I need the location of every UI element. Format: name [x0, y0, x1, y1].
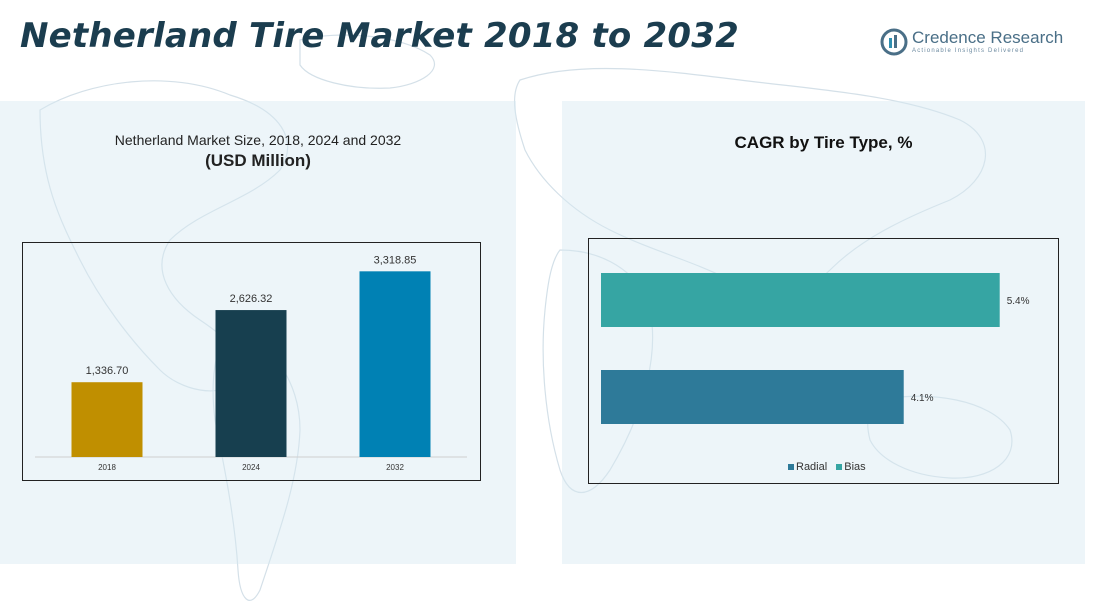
logo-tagline: Actionable Insights Delivered [912, 48, 1025, 54]
data-label-radial: 4.1% [911, 393, 934, 404]
data-label-2024: 2,626.32 [230, 293, 273, 305]
cagr-title: CAGR by Tire Type, % [734, 133, 913, 152]
data-label-2032: 3,318.85 [374, 254, 417, 266]
legend-label-bias: Bias [844, 461, 866, 473]
bar-2018 [71, 382, 143, 457]
legend-label-radial: Radial [796, 461, 828, 473]
page-title: Netherland Tire Market 2018 to 2032 [20, 16, 739, 56]
x-tick-label-2032: 2032 [386, 463, 404, 472]
market-size-title: Netherland Market Size, 2018, 2024 and 2… [114, 132, 402, 148]
data-label-bias: 5.4% [1007, 296, 1030, 307]
data-label-2018: 1,336.70 [86, 365, 129, 377]
x-tick-label-2024: 2024 [242, 463, 260, 472]
cagr-legend: Radial Bias [788, 461, 872, 473]
legend-swatch-radial [788, 464, 794, 471]
market-size-chart-frame [22, 242, 481, 481]
cagr-chart-frame [588, 238, 1059, 484]
legend-item-bias: Bias [836, 461, 866, 473]
x-tick-label-2018: 2018 [98, 463, 116, 472]
logo-icon [880, 28, 908, 56]
legend-swatch-bias [836, 464, 843, 471]
cagr-panel [562, 101, 1085, 564]
bar-bias [601, 273, 1000, 327]
bar-2032 [359, 271, 431, 457]
legend-item-radial: Radial [788, 461, 827, 473]
credence-research-logo: Credence Research Actionable Insights De… [880, 28, 1070, 60]
bar-radial [601, 370, 904, 424]
market-size-unit: (USD Million) [205, 151, 311, 170]
logo-name: Credence Research [912, 28, 1064, 47]
bar-2024 [215, 310, 287, 457]
